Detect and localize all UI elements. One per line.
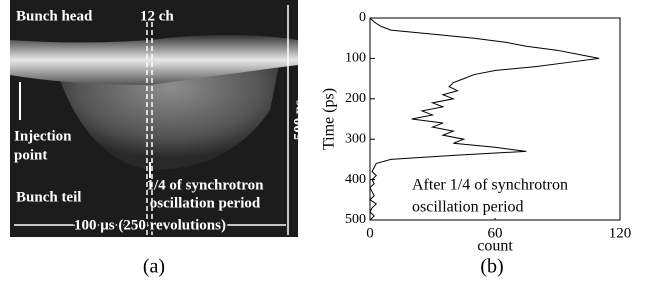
x-tick-label: 120: [609, 225, 632, 241]
label: 1/4 of synchrotron: [147, 177, 265, 193]
label: Bunch head: [16, 8, 93, 24]
label: oscillation period: [150, 195, 261, 211]
y-tick-label: 400: [345, 172, 366, 187]
y-tick-label: 500: [345, 212, 366, 227]
y-tick-label: 100: [345, 51, 366, 66]
annotation: After 1/4 of synchrotron: [412, 177, 568, 194]
y-tick-label: 200: [345, 91, 366, 106]
label: Bunch teil: [16, 189, 81, 205]
label: Injection: [14, 128, 72, 144]
streak-image: Bunch head 12 ch 500 ps Injection point …: [10, 0, 307, 237]
y-tick-label: 300: [345, 131, 366, 146]
label: 500 ps: [291, 100, 307, 141]
x-axis-label: count: [477, 238, 513, 255]
caption: (a): [143, 256, 165, 278]
y-tick-label: 0: [359, 10, 366, 25]
annotation: oscillation period: [412, 199, 524, 216]
x-tick-label: 0: [366, 225, 374, 241]
label: 12 ch: [140, 8, 174, 24]
figure: Bunch head 12 ch 500 ps Injection point …: [0, 0, 655, 286]
caption: (b): [480, 256, 503, 278]
label: point: [14, 147, 47, 163]
y-axis-label: Time (ps): [321, 88, 338, 150]
label: 100 μs (250 revolutions): [74, 217, 226, 233]
